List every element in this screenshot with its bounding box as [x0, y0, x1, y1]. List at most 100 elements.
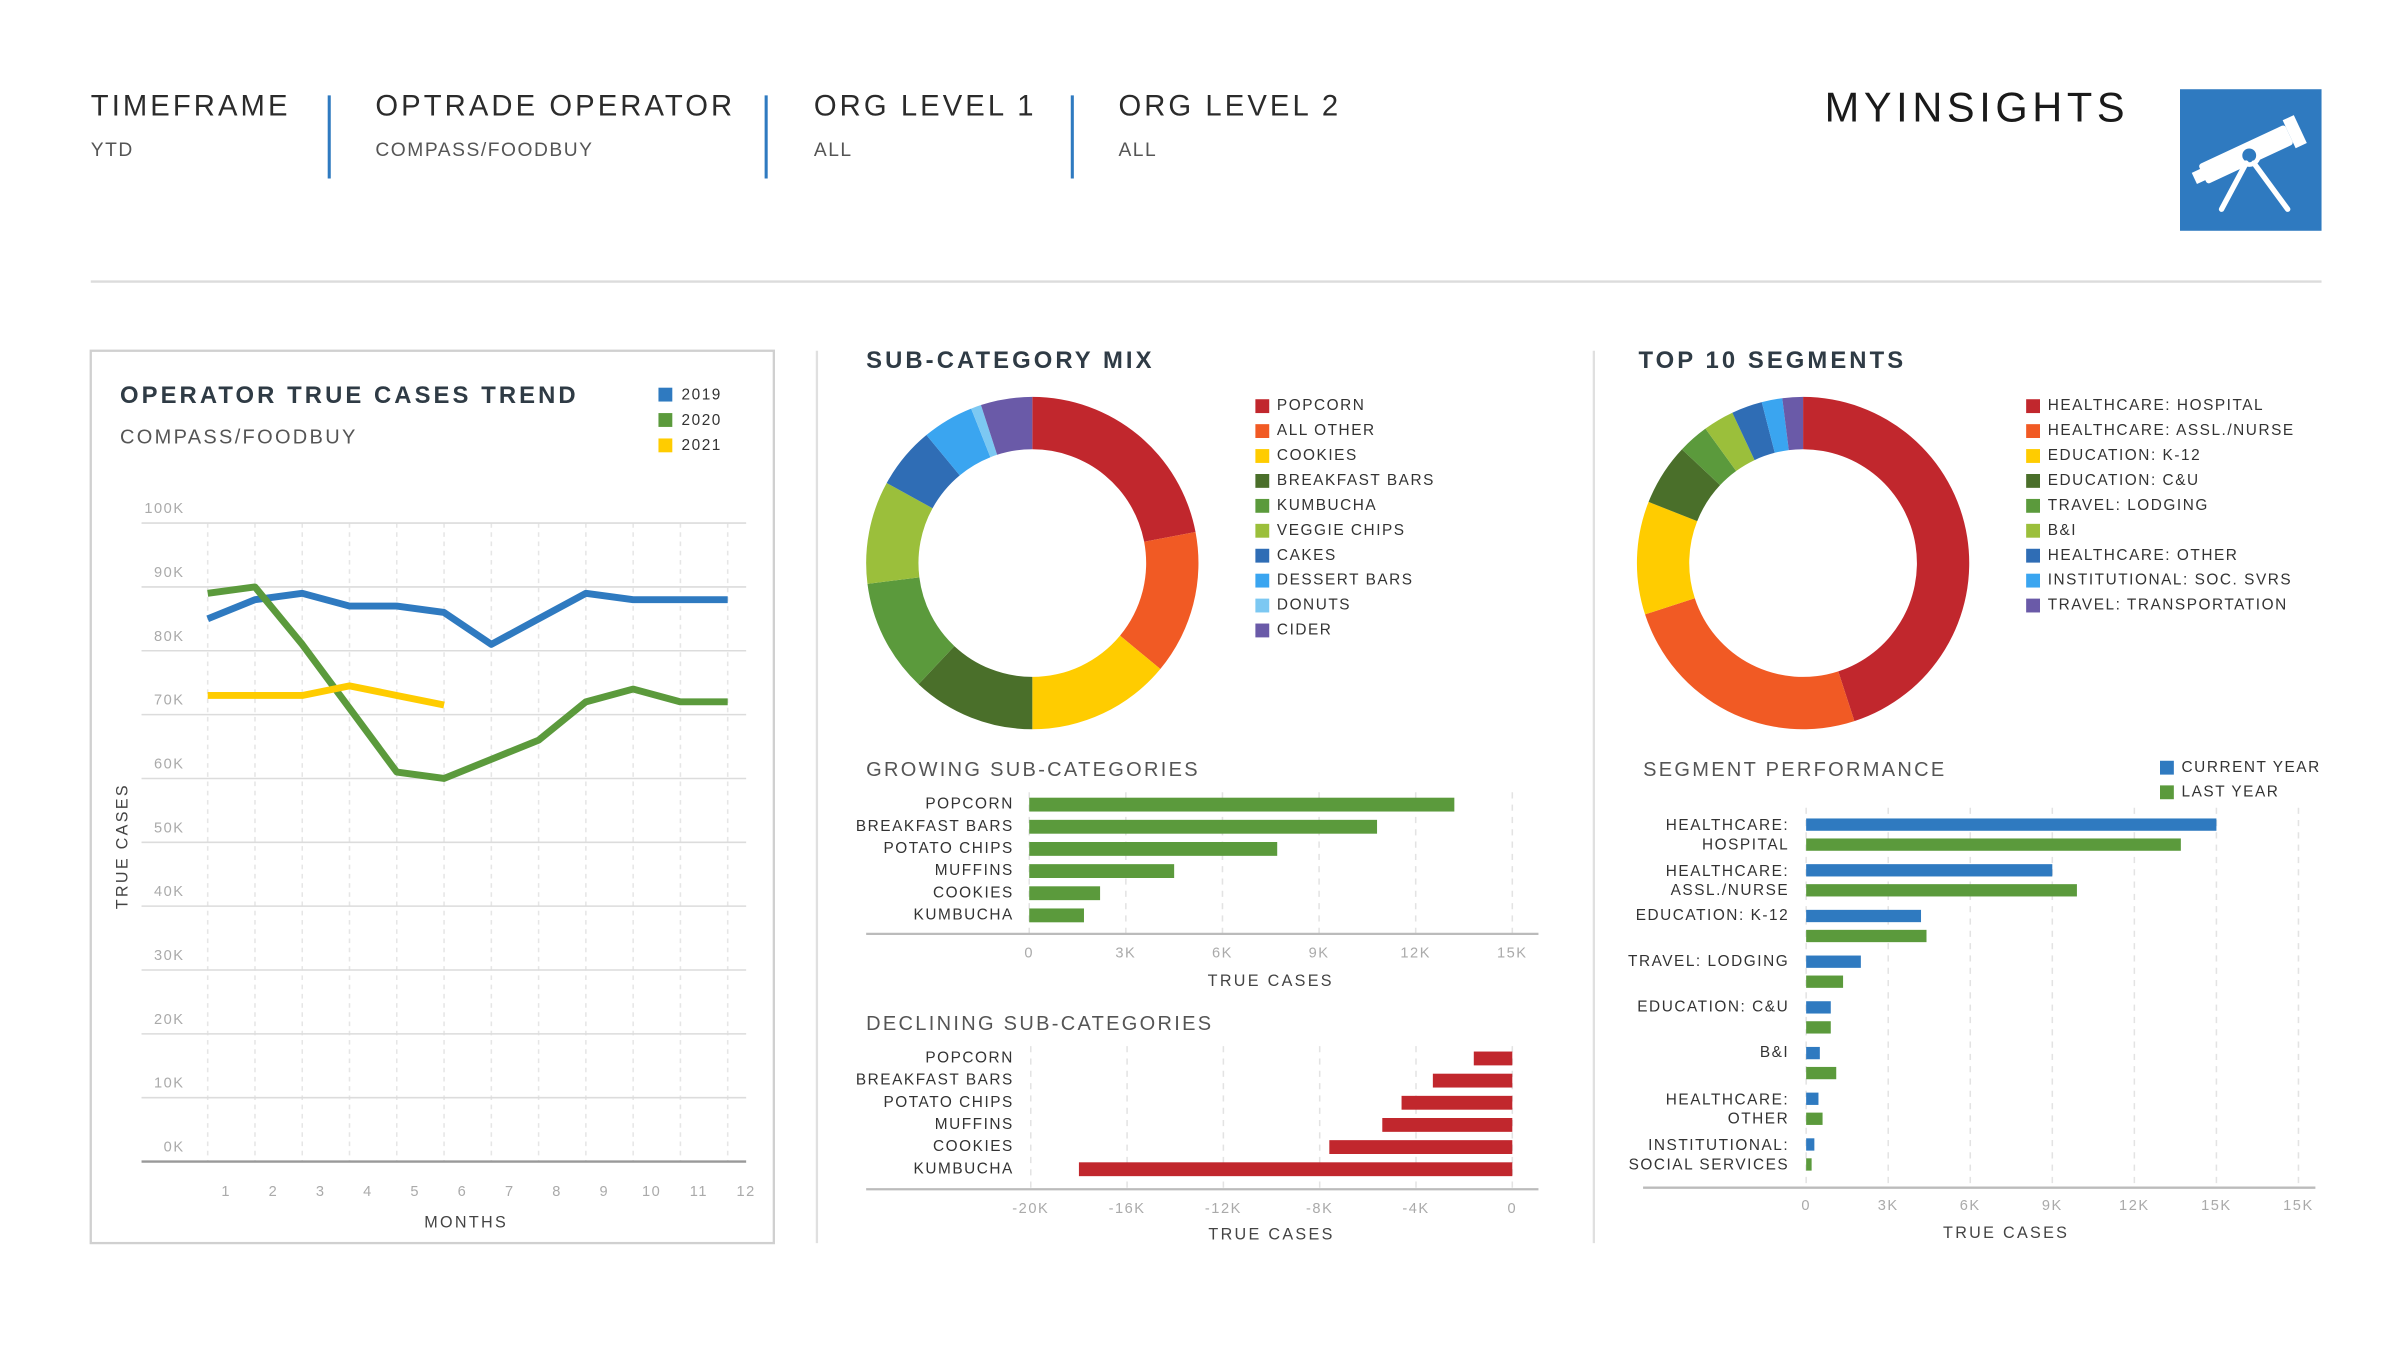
x-tick-label: 12 [736, 1184, 755, 1200]
category-label: COOKIES [933, 1138, 1014, 1155]
y-tick-label: 80K [154, 629, 185, 645]
bar [1806, 1046, 1820, 1060]
legend-label: 2021 [682, 437, 722, 454]
x-tick-label: -8K [1306, 1201, 1333, 1217]
legend-label: 2019 [682, 386, 722, 403]
x-tick-label: 15K [2283, 1198, 2314, 1214]
x-tick-label: 0 [1024, 946, 1034, 962]
legend-swatch [1255, 474, 1270, 488]
x-tick-label: 6K [1212, 946, 1233, 962]
bar [1432, 1073, 1513, 1088]
category-label: HEALTHCARE: [1666, 1091, 1789, 1108]
x-tick-label: 6 [458, 1184, 468, 1200]
donut-slice [1032, 635, 1161, 730]
x-tick-label: 2 [269, 1184, 279, 1200]
chart-title: SUB-CATEGORY MIX [866, 347, 1154, 374]
donut-slice [1120, 531, 1199, 669]
bar [1401, 1095, 1513, 1110]
x-tick-label: 12K [2119, 1198, 2150, 1214]
legend-swatch [2160, 785, 2174, 800]
legend-swatch [1255, 573, 1270, 588]
legend-label: POPCORN [1277, 397, 1366, 414]
category-label: BREAKFAST BARS [856, 818, 1014, 835]
legend-label: INSTITUTIONAL: SOC. SVRS [2048, 572, 2293, 589]
bar [1806, 1021, 1831, 1034]
category-label: ASSL./NURSE [1671, 882, 1790, 899]
legend-swatch [2026, 498, 2040, 513]
chart-title: TOP 10 SEGMENTS [1638, 347, 1906, 374]
legend-swatch [1255, 623, 1270, 638]
legend-swatch [1255, 424, 1270, 439]
bar [1806, 864, 2053, 877]
donut-slice [886, 435, 960, 509]
x-tick-label: 7 [505, 1184, 515, 1200]
legend-swatch [2026, 399, 2040, 414]
legend-swatch [2026, 548, 2040, 563]
legend-swatch [2026, 598, 2040, 613]
legend-swatch [2160, 760, 2174, 775]
bar [1473, 1051, 1513, 1066]
legend-swatch [1255, 498, 1270, 513]
line-series [207, 682, 445, 709]
legend-label: 2020 [682, 412, 722, 429]
donut-slice [1761, 398, 1789, 453]
x-tick-label: 0 [1507, 1201, 1517, 1217]
legend-label: COOKIES [1277, 447, 1358, 464]
category-label: HEALTHCARE: [1666, 863, 1789, 880]
donut-slice [867, 577, 955, 685]
category-label: TRAVEL: LODGING [1628, 953, 1789, 970]
legend-swatch [2026, 449, 2040, 463]
filter-label: ORG LEVEL 2 [1118, 90, 1341, 122]
y-tick-label: 30K [154, 948, 185, 964]
x-tick-label: 9 [599, 1184, 609, 1200]
bar [1029, 864, 1175, 878]
x-tick-label: 0 [1801, 1198, 1811, 1214]
x-axis-label: TRUE CASES [1208, 1226, 1334, 1244]
bar [1029, 842, 1278, 856]
x-tick-label: -4K [1402, 1201, 1429, 1217]
donut-slice [1648, 449, 1721, 522]
x-tick-label: 1 [221, 1184, 231, 1200]
filter-value: ALL [814, 140, 853, 161]
bar [1806, 929, 1927, 943]
y-tick-label: 50K [154, 820, 185, 836]
bar [1029, 886, 1101, 901]
header: MYINSIGHTS [90, 84, 2322, 283]
donut-slice [918, 646, 1033, 730]
donut-slice [1803, 396, 1970, 722]
x-tick-label: -16K [1109, 1201, 1146, 1217]
bar [1806, 975, 1844, 988]
filter-label: ORG LEVEL 1 [814, 90, 1037, 122]
x-axis-label: MONTHS [424, 1213, 508, 1231]
legend-swatch [2026, 573, 2040, 588]
x-tick-label: 5 [410, 1184, 420, 1200]
y-tick-label: 10K [154, 1076, 185, 1092]
legend-swatch [1255, 399, 1270, 414]
x-tick-label: 15K [1497, 946, 1528, 962]
category-label: POTATO CHIPS [883, 840, 1013, 857]
bar [1806, 1138, 1815, 1151]
legend-swatch [1255, 523, 1270, 538]
x-tick-label: -20K [1012, 1201, 1049, 1217]
legend-label: HEALTHCARE: ASSL./NURSE [2048, 422, 2295, 439]
donut-slice [1032, 396, 1196, 542]
filter-value: YTD [91, 140, 134, 161]
y-tick-label: 70K [154, 693, 185, 709]
category-label: POPCORN [925, 1050, 1014, 1067]
line-series [207, 583, 728, 782]
y-tick-label: 40K [154, 884, 185, 900]
brand: MYINSIGHTS [1825, 84, 2129, 131]
filter-label: OPTRADE OPERATOR [375, 90, 735, 122]
bar [1806, 884, 2077, 897]
legend-label: LAST YEAR [2182, 783, 2280, 800]
y-tick-label: 100K [144, 501, 184, 517]
category-label: OTHER [1728, 1111, 1790, 1128]
x-tick-label: 4 [363, 1184, 373, 1200]
category-label: HOSPITAL [1702, 836, 1789, 853]
filter-label: TIMEFRAME [91, 90, 291, 122]
donut-slice [980, 396, 1033, 455]
legend-label: TRAVEL: TRANSPORTATION [2048, 597, 2288, 614]
bar [1806, 909, 1922, 923]
